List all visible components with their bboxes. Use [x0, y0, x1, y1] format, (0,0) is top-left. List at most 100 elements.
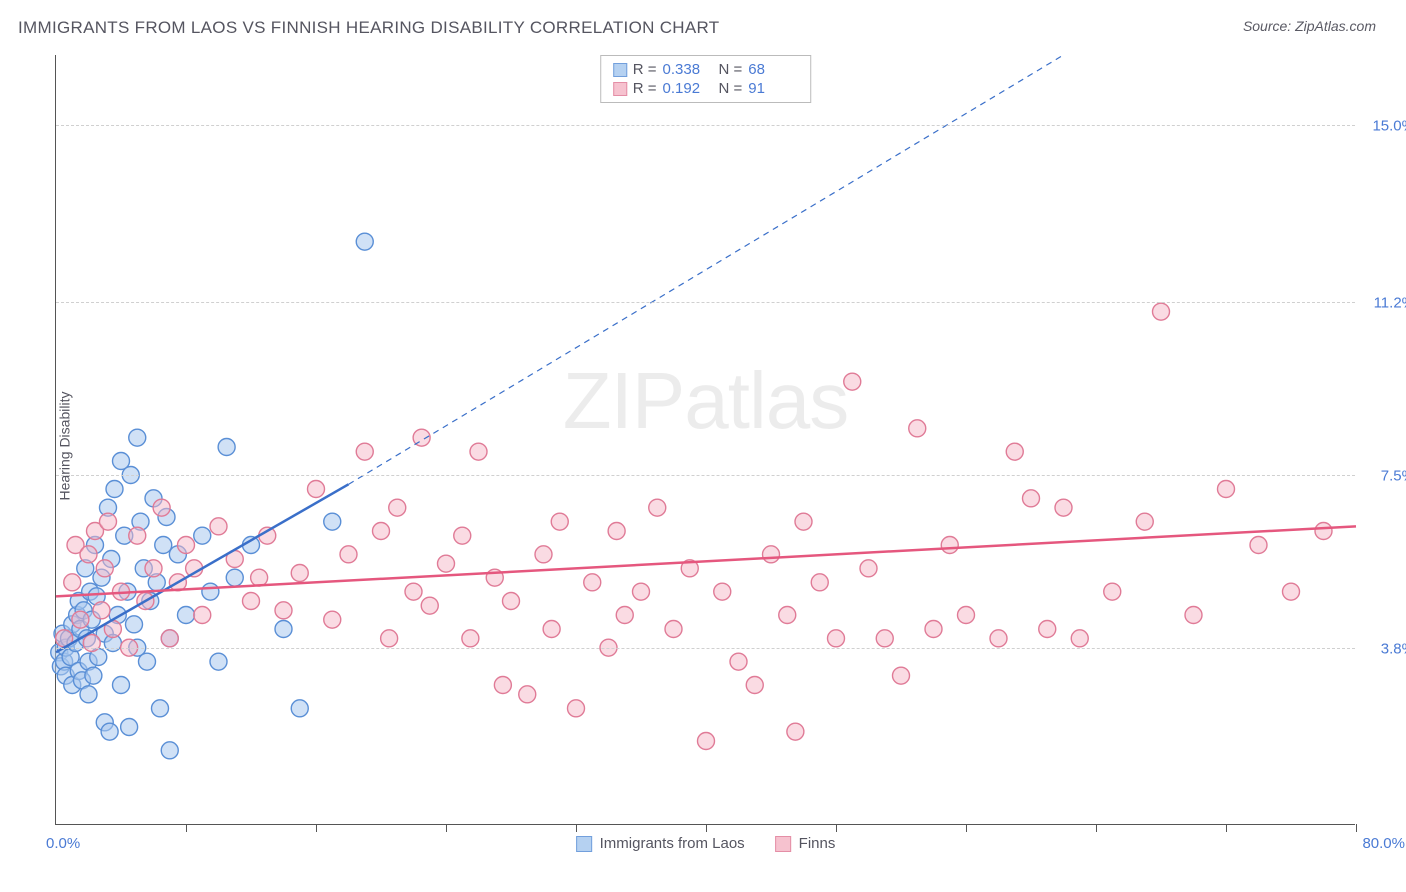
scatter-point-finns [795, 513, 812, 530]
scatter-point-finns [584, 574, 601, 591]
stat-n-value: 91 [748, 80, 798, 97]
x-axis-max-label: 80.0% [1362, 835, 1405, 852]
legend-bottom: Immigrants from Laos Finns [576, 835, 836, 852]
scatter-point-laos [139, 653, 156, 670]
scatter-point-laos [218, 439, 235, 456]
scatter-point-finns [454, 527, 471, 544]
scatter-point-laos [126, 616, 143, 633]
scatter-point-finns [178, 537, 195, 554]
scatter-point-finns [568, 700, 585, 717]
scatter-point-laos [113, 677, 130, 694]
scatter-point-finns [941, 537, 958, 554]
scatter-point-finns [96, 560, 113, 577]
scatter-point-finns [64, 574, 81, 591]
scatter-point-laos [275, 621, 292, 638]
grid-line: 7.5% [56, 475, 1355, 476]
scatter-point-finns [1315, 523, 1332, 540]
scatter-point-finns [381, 630, 398, 647]
scatter-point-finns [876, 630, 893, 647]
scatter-point-finns [860, 560, 877, 577]
scatter-point-finns [1055, 499, 1072, 516]
stat-n-label: N = [719, 80, 743, 97]
scatter-point-laos [101, 723, 118, 740]
scatter-point-finns [763, 546, 780, 563]
x-tick [576, 824, 577, 832]
y-tick-label: 15.0% [1372, 118, 1406, 135]
scatter-point-finns [990, 630, 1007, 647]
scatter-point-finns [389, 499, 406, 516]
scatter-point-finns [787, 723, 804, 740]
scatter-point-laos [85, 667, 102, 684]
y-tick-label: 7.5% [1381, 468, 1406, 485]
scatter-point-laos [161, 742, 178, 759]
scatter-point-finns [893, 667, 910, 684]
chart-title: IMMIGRANTS FROM LAOS VS FINNISH HEARING … [18, 18, 719, 38]
scatter-point-finns [129, 527, 146, 544]
x-tick [836, 824, 837, 832]
scatter-point-finns [405, 583, 422, 600]
scatter-point-finns [153, 499, 170, 516]
trend-line-dash-laos [349, 55, 1064, 484]
x-axis-min-label: 0.0% [46, 835, 80, 852]
stats-row-laos: R =0.338N =68 [613, 60, 799, 79]
x-tick [1356, 824, 1357, 832]
scatter-point-finns [714, 583, 731, 600]
scatter-point-laos [155, 537, 172, 554]
scatter-point-finns [291, 565, 308, 582]
scatter-point-finns [519, 686, 536, 703]
scatter-point-laos [194, 527, 211, 544]
scatter-point-finns [551, 513, 568, 530]
scatter-point-finns [438, 555, 455, 572]
scatter-point-finns [421, 597, 438, 614]
stats-swatch [613, 63, 627, 77]
scatter-point-finns [80, 546, 97, 563]
scatter-point-laos [106, 481, 123, 498]
scatter-point-finns [1071, 630, 1088, 647]
scatter-point-finns [1023, 490, 1040, 507]
source-caption: Source: ZipAtlas.com [1243, 18, 1376, 34]
legend-item: Finns [775, 835, 836, 852]
scatter-point-finns [1283, 583, 1300, 600]
scatter-point-laos [178, 607, 195, 624]
scatter-point-finns [958, 607, 975, 624]
stat-n-label: N = [719, 61, 743, 78]
y-tick-label: 3.8% [1381, 640, 1406, 657]
scatter-point-finns [1218, 481, 1235, 498]
stats-row-finns: R =0.192N =91 [613, 79, 799, 98]
y-tick-label: 11.2% [1374, 295, 1406, 312]
scatter-point-finns [1185, 607, 1202, 624]
scatter-point-finns [649, 499, 666, 516]
legend-label: Finns [799, 835, 836, 852]
scatter-point-finns [494, 677, 511, 694]
scatter-point-finns [844, 373, 861, 390]
scatter-point-finns [925, 621, 942, 638]
scatter-point-finns [633, 583, 650, 600]
scatter-point-finns [100, 513, 117, 530]
scatter-point-finns [1136, 513, 1153, 530]
scatter-point-finns [608, 523, 625, 540]
scatter-point-laos [291, 700, 308, 717]
chart-plot-area: R =0.338N =68R =0.192N =91 ZIPatlas 3.8%… [55, 55, 1355, 825]
scatter-point-finns [93, 602, 110, 619]
scatter-point-finns [503, 593, 520, 610]
scatter-point-finns [83, 635, 100, 652]
scatter-point-finns [665, 621, 682, 638]
legend-label: Immigrants from Laos [600, 835, 745, 852]
scatter-point-finns [194, 607, 211, 624]
scatter-point-finns [909, 420, 926, 437]
scatter-point-laos [324, 513, 341, 530]
x-tick [1096, 824, 1097, 832]
scatter-point-finns [746, 677, 763, 694]
scatter-point-finns [470, 443, 487, 460]
scatter-point-finns [243, 593, 260, 610]
stats-legend-box: R =0.338N =68R =0.192N =91 [600, 55, 812, 103]
scatter-point-laos [80, 686, 97, 703]
stat-n-value: 68 [748, 61, 798, 78]
scatter-point-finns [730, 653, 747, 670]
stats-swatch [613, 82, 627, 96]
scatter-point-finns [340, 546, 357, 563]
scatter-point-finns [1039, 621, 1056, 638]
scatter-point-laos [356, 233, 373, 250]
x-tick [966, 824, 967, 832]
scatter-point-finns [1104, 583, 1121, 600]
